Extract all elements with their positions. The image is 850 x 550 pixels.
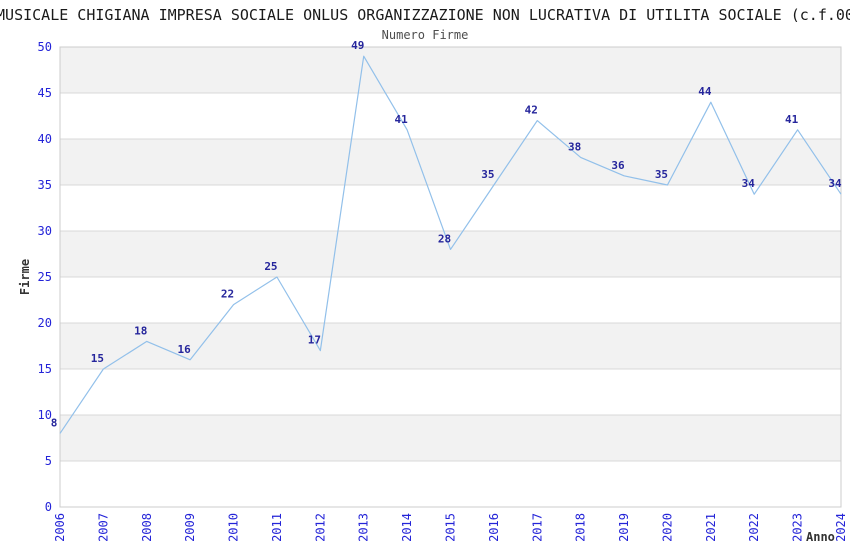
x-tick-label: 2019 xyxy=(617,513,631,542)
x-tick-label: 2011 xyxy=(270,513,284,542)
x-tick-label: 2006 xyxy=(53,513,67,542)
y-axis-label: Firme xyxy=(18,258,32,296)
x-tick-label: 2007 xyxy=(96,513,110,542)
y-tick-label: 5 xyxy=(45,454,52,468)
y-tick-label: 35 xyxy=(38,178,52,192)
y-tick-label: 50 xyxy=(38,40,52,54)
x-tick-label: 2024 xyxy=(834,513,848,542)
y-tick-label: 20 xyxy=(38,316,52,330)
y-tick-label: 0 xyxy=(45,500,52,514)
data-label: 16 xyxy=(178,343,192,356)
data-label: 17 xyxy=(308,334,321,347)
x-tick-label: 2014 xyxy=(400,513,414,542)
data-label: 44 xyxy=(698,85,712,98)
data-label: 41 xyxy=(785,113,799,126)
chart-subtitle: Numero Firme xyxy=(381,28,469,42)
data-label: 35 xyxy=(481,168,494,181)
x-tick-label: 2009 xyxy=(183,513,197,542)
x-tick-label: 2015 xyxy=(444,513,458,542)
y-tick-label: 30 xyxy=(38,224,52,238)
y-tick-label: 45 xyxy=(38,86,52,100)
data-label: 8 xyxy=(51,416,58,429)
x-tick-label: 2016 xyxy=(487,513,501,542)
grid-band xyxy=(60,139,841,185)
data-label: 15 xyxy=(91,352,104,365)
x-tick-label: 2010 xyxy=(227,513,241,542)
x-tick-label: 2023 xyxy=(791,513,805,542)
data-label: 34 xyxy=(742,177,756,190)
data-label: 34 xyxy=(828,177,842,190)
plot-border xyxy=(59,46,842,508)
data-label: 18 xyxy=(134,324,147,337)
y-tick-label: 40 xyxy=(38,132,52,146)
data-label: 41 xyxy=(394,113,408,126)
data-label: 49 xyxy=(351,39,364,52)
data-label: 25 xyxy=(264,260,277,273)
x-tick-label: 2018 xyxy=(574,513,588,542)
x-tick-label: 2017 xyxy=(530,513,544,542)
grid-band xyxy=(60,231,841,277)
data-label: 22 xyxy=(221,288,234,301)
data-label: 36 xyxy=(611,159,625,172)
x-tick-label: 2008 xyxy=(140,513,154,542)
grid-band xyxy=(60,47,841,93)
x-tick-label: 2013 xyxy=(357,513,371,542)
x-tick-label: 2012 xyxy=(313,513,327,542)
data-label: 42 xyxy=(525,104,538,117)
y-tick-label: 10 xyxy=(38,408,52,422)
series-line xyxy=(59,55,842,434)
data-label: 38 xyxy=(568,140,581,153)
chart-title: MUSICALE CHIGIANA IMPRESA SOCIALE ONLUS … xyxy=(0,6,850,24)
y-tick-label: 15 xyxy=(38,362,52,376)
data-label: 35 xyxy=(655,168,668,181)
grid-band xyxy=(60,323,841,369)
x-tick-label: 2022 xyxy=(747,513,761,542)
y-tick-label: 25 xyxy=(38,270,52,284)
x-tick-label: 2021 xyxy=(704,513,718,542)
x-axis-label: Anno xyxy=(806,530,835,544)
data-label: 28 xyxy=(438,232,451,245)
grid-band xyxy=(60,415,841,461)
x-tick-label: 2020 xyxy=(660,513,674,542)
